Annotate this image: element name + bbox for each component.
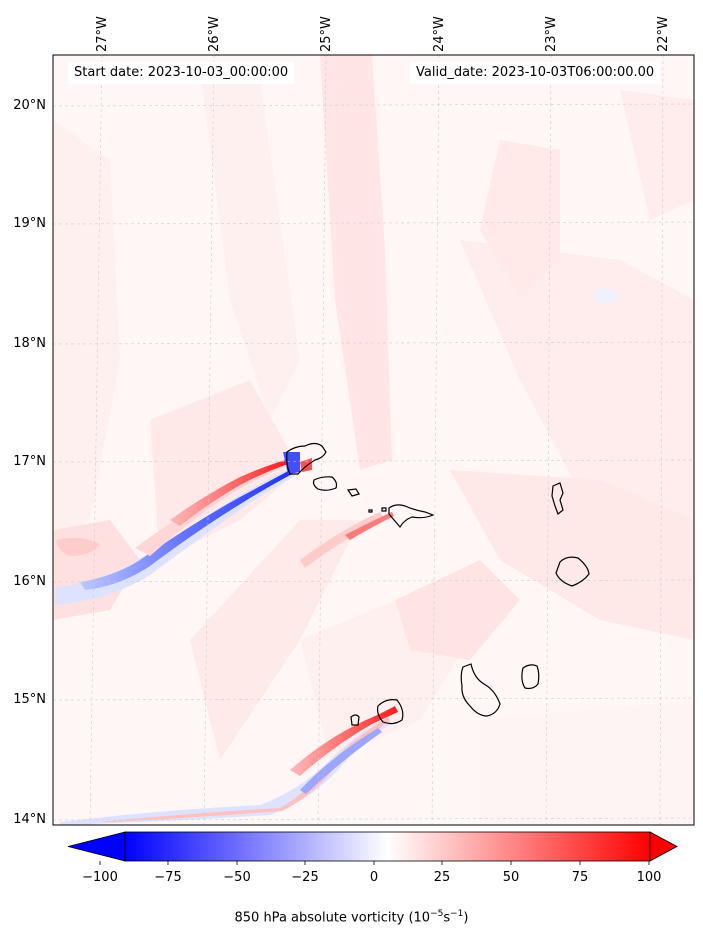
colorbar-tick-label: −75 bbox=[154, 870, 182, 885]
island-brava bbox=[350, 714, 360, 726]
colorbar-tick-label: 75 bbox=[571, 870, 589, 885]
island-sal bbox=[551, 482, 564, 515]
island-sao-nicolau bbox=[388, 504, 435, 529]
island-santa-luzia bbox=[346, 488, 360, 497]
colorbar-tick-label: −25 bbox=[291, 870, 319, 885]
island-raso bbox=[381, 507, 387, 512]
island-santiago bbox=[460, 663, 501, 717]
colorbar-tick-label: 100 bbox=[636, 870, 662, 885]
colorbar-label-close: ) bbox=[463, 910, 469, 926]
island-branco bbox=[368, 509, 373, 513]
island-boa-vista bbox=[555, 556, 590, 587]
island-santo-antao bbox=[286, 442, 327, 475]
colorbar-label-exp1: −5 bbox=[430, 909, 444, 919]
graticule bbox=[52, 54, 695, 826]
colorbar-tick-label: 50 bbox=[502, 870, 520, 885]
colorbar-tick-label: 25 bbox=[433, 870, 451, 885]
lat-label-15n: 15°N bbox=[13, 692, 46, 707]
colorbar-gradient bbox=[125, 832, 650, 861]
colorbar-tick-label: −50 bbox=[223, 870, 251, 885]
lat-label-20n: 20°N bbox=[13, 98, 46, 113]
map-frame bbox=[52, 54, 695, 826]
colorbar-ticks bbox=[99, 861, 650, 865]
colorbar-label-exp2: −1 bbox=[450, 909, 464, 919]
colorbar-outline bbox=[124, 831, 651, 862]
lon-label-23w: 23°W bbox=[544, 16, 559, 52]
colorbar-min-extend bbox=[67, 831, 126, 862]
colorbar-label: 850 hPa absolute vorticity (10−5s−1) bbox=[0, 906, 703, 926]
vorticity-field bbox=[53, 55, 694, 825]
island-sao-vicente bbox=[312, 476, 338, 491]
island-fogo bbox=[376, 699, 404, 725]
lon-label-27w: 27°W bbox=[95, 16, 110, 52]
colorbar-label-text: 850 hPa absolute vorticity (10 bbox=[234, 910, 431, 926]
lat-label-16n: 16°N bbox=[13, 574, 46, 589]
lon-label-24w: 24°W bbox=[432, 16, 447, 52]
lon-label-26w: 26°W bbox=[207, 16, 222, 52]
colorbar-max-extend bbox=[649, 831, 678, 862]
lon-label-22w: 22°W bbox=[656, 16, 671, 52]
island-maio bbox=[521, 664, 540, 690]
lat-label-17n: 17°N bbox=[13, 454, 46, 469]
colorbar-tick-label: 0 bbox=[369, 870, 379, 885]
colorbar-tick-label: −100 bbox=[82, 870, 118, 885]
coastlines bbox=[286, 442, 590, 726]
start-date-label: Start date: 2023-10-03_00:00:00 bbox=[68, 62, 295, 84]
valid-date-label: Valid_date: 2023-10-03T06:00:00.00 bbox=[410, 62, 661, 84]
colorbar bbox=[67, 831, 678, 865]
colorbar-label-mid: s bbox=[443, 910, 451, 926]
lat-label-18n: 18°N bbox=[13, 336, 46, 351]
lat-label-19n: 19°N bbox=[13, 216, 46, 231]
lon-label-25w: 25°W bbox=[319, 16, 334, 52]
lat-label-14n: 14°N bbox=[13, 812, 46, 827]
